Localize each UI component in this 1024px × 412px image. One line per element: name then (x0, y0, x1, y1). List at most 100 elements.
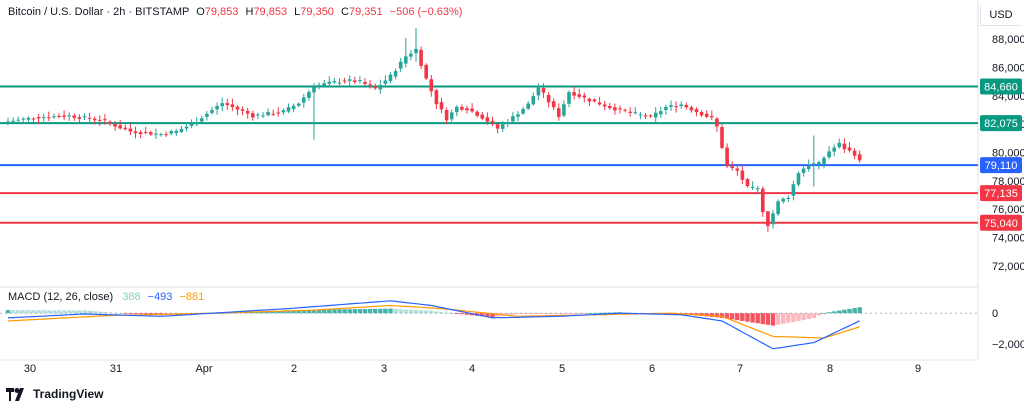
macd-header[interactable]: MACD (12, 26, close) 388 −493 −881 (8, 291, 204, 303)
tradingview-logo[interactable]: TradingView (6, 387, 103, 401)
candle-body (118, 125, 122, 129)
candle-body (761, 188, 765, 213)
macd-histogram-bar (265, 311, 271, 314)
time-tick-label: 6 (649, 363, 655, 375)
macd-histogram-bar (459, 313, 465, 315)
macd-histogram-bar (546, 313, 551, 315)
macd-histogram-bar (107, 312, 113, 314)
candle-body (710, 116, 714, 118)
macd-histogram-bar (587, 313, 592, 314)
macd-histogram-bar (454, 313, 459, 315)
level-label-support: 77,135 (984, 188, 1018, 200)
candle-body (664, 106, 668, 110)
candle-body (837, 142, 842, 148)
currency-button[interactable]: USD (980, 5, 1021, 26)
macd-histogram-bar (750, 313, 755, 323)
macd-histogram-bar (306, 309, 312, 314)
macd-histogram-bar (138, 313, 143, 315)
candle-body (128, 128, 133, 132)
candle-body (643, 115, 648, 117)
candle-body (679, 104, 683, 106)
macd-histogram-bar (77, 310, 82, 314)
candle-body (500, 124, 505, 129)
macd-histogram-bar (332, 309, 337, 314)
candle-body (546, 94, 551, 103)
candle-body (154, 133, 158, 135)
price-tick-label: 72,000 (992, 261, 1024, 273)
macd-histogram-bar (709, 313, 714, 317)
candle-body (373, 86, 377, 89)
candle-body (393, 71, 398, 77)
macd-histogram-bar (337, 309, 342, 314)
candle-body (781, 198, 785, 202)
candle-body (133, 131, 138, 134)
time-tick-label: 8 (827, 363, 833, 375)
level-label-bg (980, 115, 1022, 132)
macd-histogram-bar (765, 313, 771, 325)
macd-histogram-bar (357, 309, 363, 314)
macd-histogram-bar (10, 310, 16, 314)
candle-body (353, 80, 357, 83)
candle-body (694, 109, 699, 113)
candle-body (205, 113, 209, 117)
candle-body (602, 104, 607, 107)
candle-body (143, 131, 148, 133)
macd-histogram-bar (668, 313, 674, 315)
candle-body (776, 201, 780, 215)
candle-body (852, 150, 857, 156)
macd-histogram-bar (520, 313, 526, 315)
macd-histogram-bar (551, 313, 556, 315)
time-tick-label: 2 (291, 363, 297, 375)
macd-histogram-bar (296, 310, 301, 314)
open-value: 79,853 (204, 6, 239, 18)
macd-histogram-bar (418, 310, 424, 314)
price-tick-label: 88,000 (992, 34, 1024, 46)
candle-body (796, 173, 801, 185)
candle-body (715, 118, 719, 127)
candle-body (434, 90, 439, 105)
candle-body (791, 184, 796, 196)
candle-body (291, 105, 296, 110)
macd-label: MACD (12, 26, close) (8, 291, 114, 303)
candle-body (429, 79, 434, 92)
candle-body (633, 112, 638, 114)
candle-body (149, 132, 153, 135)
open-label: O (196, 6, 205, 18)
macd-histogram-bar (56, 310, 62, 314)
close-value: 79,351 (348, 6, 383, 18)
candle-body (347, 79, 352, 81)
macd-signal-value: −881 (179, 291, 205, 303)
candle-body (409, 53, 413, 57)
candle-body (11, 120, 15, 122)
candle-body (383, 80, 388, 84)
candle-body (460, 106, 464, 110)
candle-body (235, 106, 240, 110)
macd-histogram-bar (464, 313, 470, 315)
candle-body (245, 110, 250, 114)
candle-body (857, 154, 862, 161)
candle-body (801, 168, 806, 173)
candle-body (669, 105, 673, 107)
candle-body (398, 61, 403, 69)
candle-body (184, 126, 189, 129)
time-tick-label: 4 (469, 363, 475, 375)
time-tick-label: 31 (110, 363, 122, 375)
macd-histogram-bar (429, 310, 434, 314)
macd-histogram-bar (143, 313, 148, 315)
candle-body (225, 103, 230, 106)
candle-body (847, 147, 852, 151)
candle-body (572, 92, 576, 96)
macd-histogram-bar (566, 313, 572, 315)
candle-body (31, 118, 36, 120)
candle-body (786, 197, 791, 200)
macd-histogram-bar (730, 313, 735, 320)
candle-body (123, 127, 128, 130)
candle-body (689, 107, 694, 111)
candle-body (444, 110, 449, 121)
candle-body (240, 109, 245, 111)
level-label-resistance: 82,075 (984, 118, 1018, 130)
candle-body (485, 117, 490, 122)
candle-body (26, 117, 31, 120)
candle-body (41, 117, 46, 119)
